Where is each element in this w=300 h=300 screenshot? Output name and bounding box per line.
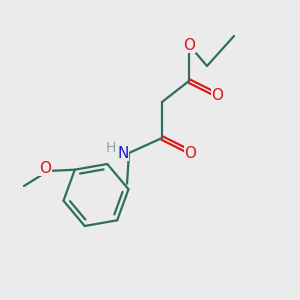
Text: H: H	[105, 141, 116, 154]
Text: O: O	[39, 160, 51, 175]
Text: O: O	[212, 88, 224, 104]
Text: O: O	[184, 146, 196, 160]
Text: N: N	[117, 146, 129, 160]
Text: O: O	[183, 38, 195, 52]
